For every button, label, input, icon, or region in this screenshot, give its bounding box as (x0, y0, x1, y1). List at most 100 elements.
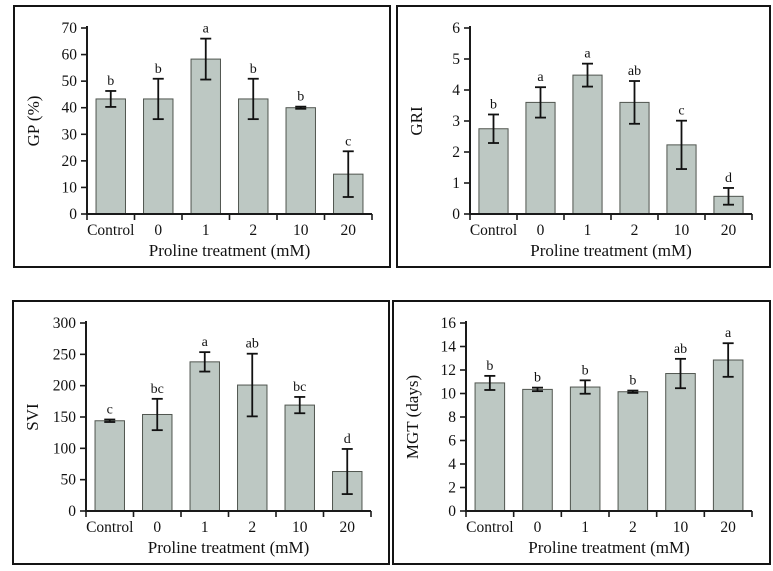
bar (190, 58, 221, 215)
sig-letter: a (537, 70, 544, 85)
y-tick-label: 300 (53, 315, 77, 332)
category-label: 1 (201, 519, 209, 536)
y-tick-label: 16 (441, 315, 457, 332)
panel-svi: c bc a ab bc d 0 50 100 150 200 250 300 Control 0 1 2 10 2… (12, 300, 390, 565)
y-tick-label: 8 (448, 409, 456, 426)
panel-mgt: b b b b ab a 0 2 4 6 8 10 12 14 16 Control 0 1 2 10 20 Prolin… (392, 300, 771, 565)
sig-letter: b (250, 62, 257, 77)
y-tick-label: 60 (62, 47, 78, 64)
y-axis-title: GP (%) (24, 96, 43, 147)
y-tick-label: 10 (441, 386, 457, 403)
category-label: Control (470, 222, 517, 239)
y-tick-label: 50 (62, 73, 78, 90)
sig-letter: bc (293, 380, 306, 395)
category-label: 10 (674, 222, 690, 239)
bar (666, 144, 697, 215)
category-label: 2 (629, 519, 637, 536)
bar (522, 388, 553, 512)
bar (712, 359, 744, 512)
category-label: 2 (631, 222, 639, 239)
y-tick-label: 50 (61, 472, 77, 489)
bar (94, 420, 125, 512)
sig-letter: b (297, 90, 304, 105)
x-axis-title: Proline treatment (mM) (149, 241, 310, 260)
category-label: 10 (673, 519, 689, 536)
sig-letter: b (107, 74, 114, 89)
category-label: 0 (537, 222, 545, 239)
y-tick-label: 1 (452, 175, 460, 192)
category-label: 20 (720, 519, 736, 536)
y-tick-label: 200 (53, 378, 77, 395)
y-tick-label: 0 (448, 503, 456, 520)
bar (95, 98, 126, 215)
x-axis-title: Proline treatment (mM) (148, 538, 309, 557)
sig-letter: bc (151, 382, 164, 397)
y-tick-label: 5 (452, 51, 460, 68)
y-tick-label: 150 (53, 409, 77, 426)
category-label: Control (87, 222, 134, 239)
y-axis-title: SVI (23, 403, 42, 431)
sig-letter: c (678, 104, 684, 119)
sig-letter: b (629, 374, 636, 389)
category-label: 1 (202, 222, 210, 239)
y-tick-label: 4 (448, 456, 456, 473)
y-tick-label: 2 (452, 144, 460, 161)
y-tick-label: 0 (68, 503, 76, 520)
y-axis-title: GRI (407, 106, 426, 136)
category-label: 0 (534, 519, 542, 536)
y-tick-label: 30 (62, 126, 78, 143)
sig-letter: ab (674, 342, 687, 357)
category-label: 2 (248, 519, 256, 536)
sig-letter: d (344, 432, 351, 447)
bar (665, 373, 696, 512)
category-label: 20 (341, 222, 357, 239)
x-axis-title: Proline treatment (mM) (528, 538, 689, 557)
category-label: 0 (154, 222, 162, 239)
y-tick-label: 2 (448, 480, 456, 497)
panel-gri: b a a ab c d 0 1 2 3 4 5 6 Control 0 1 2 10 20 Proline trea… (396, 5, 771, 268)
y-tick-label: 10 (62, 179, 78, 196)
y-tick-label: 6 (452, 20, 460, 37)
sig-letter: a (203, 22, 210, 37)
y-tick-label: 0 (452, 206, 460, 223)
sig-letter: b (486, 359, 493, 374)
gri-bar-chart: b a a ab c d 0 1 2 3 4 5 6 Control 0 1 2 10 20 Proline trea… (407, 20, 753, 260)
sig-letter: b (534, 371, 541, 386)
category-label: Control (86, 519, 133, 536)
sig-letter: c (107, 403, 113, 418)
category-label: 10 (292, 519, 308, 536)
y-tick-label: 6 (448, 433, 456, 450)
panel-gp: b b a b b c 0 10 20 30 40 50 60 70 Control 0 1 2 10 20 Proli… (13, 5, 391, 268)
y-tick-label: 12 (441, 362, 457, 379)
category-label: 1 (581, 519, 589, 536)
category-label: 10 (293, 222, 309, 239)
bar (189, 361, 220, 512)
y-tick-label: 20 (62, 153, 78, 170)
y-tick-label: 3 (452, 113, 460, 130)
svi-bar-chart: c bc a ab bc d 0 50 100 150 200 250 300 Control 0 1 2 10 2… (23, 315, 372, 557)
sig-letter: d (725, 171, 732, 186)
sig-letter: b (490, 97, 497, 112)
sig-letter: c (345, 134, 351, 149)
sig-letter: b (582, 363, 589, 378)
category-label: 0 (153, 519, 161, 536)
bar (285, 107, 316, 215)
category-label: 20 (340, 519, 356, 536)
sig-letter: a (584, 47, 591, 62)
gp-bar-chart: b b a b b c 0 10 20 30 40 50 60 70 Control 0 1 2 10 20 Proli… (24, 20, 373, 260)
bar (525, 101, 556, 215)
bar (572, 74, 603, 215)
bar (284, 404, 315, 512)
y-tick-label: 14 (441, 339, 457, 356)
sig-letter: a (202, 335, 209, 350)
category-label: Control (466, 519, 513, 536)
y-tick-label: 70 (62, 20, 78, 37)
bar (617, 391, 649, 512)
x-axis-title: Proline treatment (mM) (530, 241, 691, 260)
y-tick-label: 0 (69, 206, 77, 223)
category-label: 20 (721, 222, 737, 239)
y-tick-label: 40 (62, 100, 78, 117)
bar (474, 382, 506, 512)
category-label: 1 (584, 222, 592, 239)
